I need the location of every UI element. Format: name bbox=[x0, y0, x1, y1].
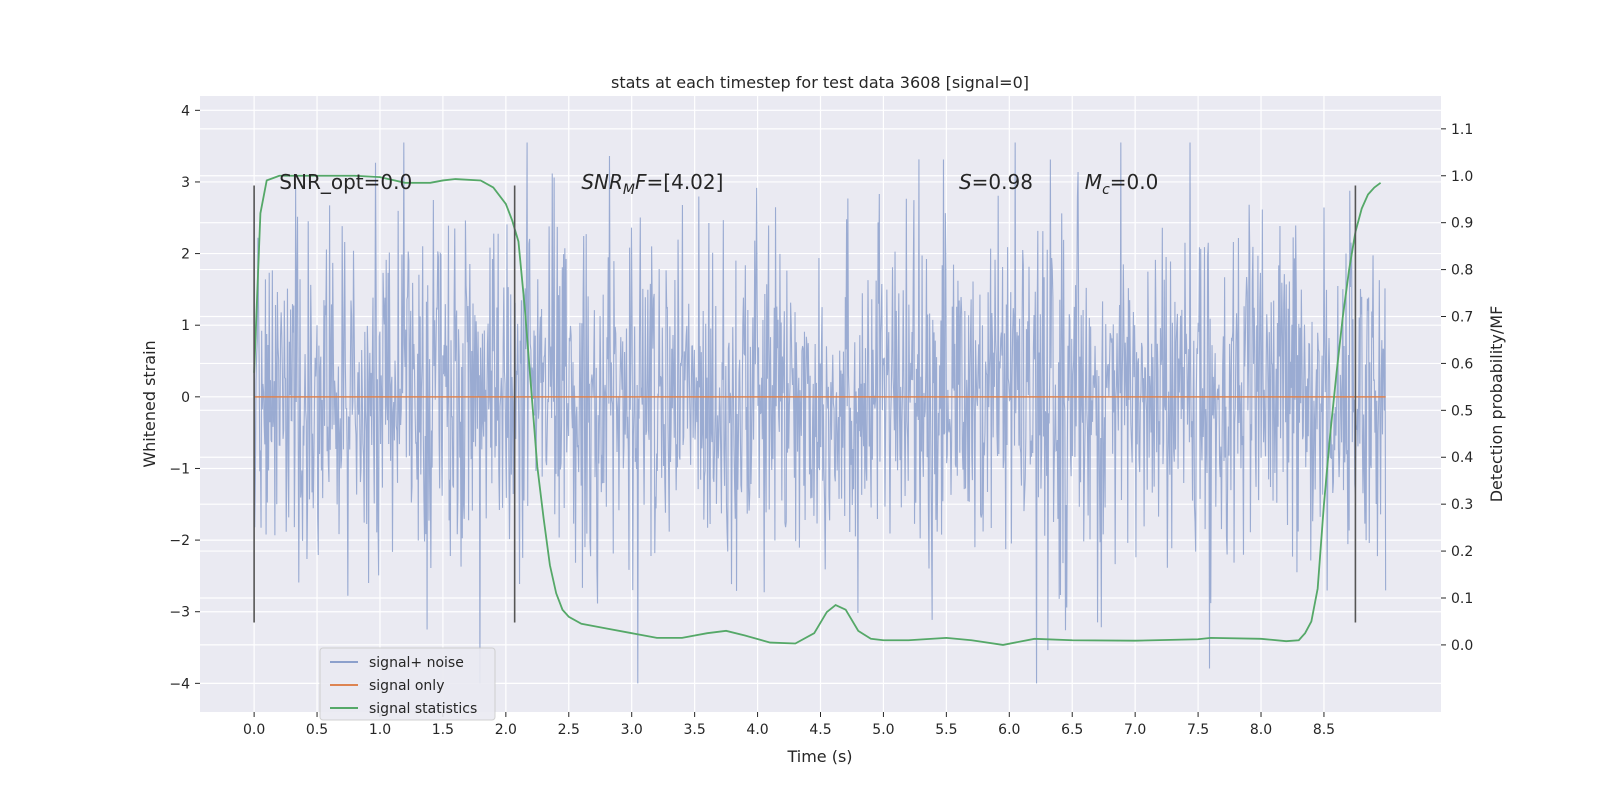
x-axis-label: Time (s) bbox=[786, 747, 852, 766]
legend-label: signal statistics bbox=[369, 701, 477, 717]
x-tick-label: 0.0 bbox=[243, 722, 265, 738]
y-tick-label: −2 bbox=[169, 533, 190, 549]
annotation-2: S=0.98 bbox=[959, 170, 1033, 194]
y-tick-label: 0 bbox=[181, 390, 190, 406]
y-tick-label: 1 bbox=[181, 318, 190, 334]
x-tick-label: 5.5 bbox=[935, 722, 957, 738]
y2-axis-label: Detection probability/MF bbox=[1487, 306, 1506, 503]
axes: 0.0 0.5 1.0 1.5 2.0 2.5 3.0 3.5 4.0 4.5 5.0 5.5 6.0 6… bbox=[169, 103, 1473, 738]
x-tick-label: 0.5 bbox=[306, 722, 328, 738]
x-tick-label: 2.5 bbox=[558, 722, 580, 738]
x-tick-label: 1.5 bbox=[432, 722, 454, 738]
legend-box bbox=[319, 647, 496, 721]
y2-tick-label: 0.3 bbox=[1451, 497, 1473, 513]
x-tick-label: 1.0 bbox=[369, 722, 391, 738]
vertical-markers bbox=[253, 185, 1357, 623]
annotation-3: Mc=0.0 bbox=[1085, 170, 1159, 198]
y2-tick-label: 0.6 bbox=[1451, 356, 1473, 372]
y2-tick-label: 0.9 bbox=[1451, 216, 1473, 232]
legend-label: signal+ noise bbox=[369, 655, 464, 671]
x-tick-label: 3.5 bbox=[684, 722, 706, 738]
y2-tick-label: 0.4 bbox=[1451, 450, 1473, 466]
series-signal-noise bbox=[253, 142, 1387, 684]
y-tick-label: −4 bbox=[169, 676, 190, 692]
x-tick-label: 6.0 bbox=[998, 722, 1020, 738]
legend-item-signal-noise: signal+ noise bbox=[330, 655, 464, 671]
x-tick-label: 3.0 bbox=[621, 722, 643, 738]
y2-tick-label: 0.5 bbox=[1451, 403, 1473, 419]
y2-tick-label: 0.7 bbox=[1451, 310, 1473, 326]
y2-tick-label: 0.8 bbox=[1451, 263, 1473, 279]
x-tick-label: 7.0 bbox=[1124, 722, 1146, 738]
y-tick-label: −1 bbox=[169, 461, 190, 477]
series-layer bbox=[253, 174, 1386, 646]
x-tick-label: 4.5 bbox=[809, 722, 831, 738]
annotation-0: SNR_opt=0.0 bbox=[279, 170, 412, 194]
y-tick-label: −3 bbox=[169, 605, 190, 621]
legend-label: signal only bbox=[369, 678, 444, 694]
y2-tick-label: 0.1 bbox=[1451, 591, 1473, 607]
legend: signal+ noise signal only signal statist… bbox=[319, 647, 496, 721]
y-axis-label: Whitened strain bbox=[140, 340, 159, 467]
legend-item-signal-only: signal only bbox=[330, 678, 444, 694]
series-signal-statistics bbox=[253, 174, 1382, 646]
annotation-1: SNRMF=[4.02] bbox=[581, 170, 723, 198]
y-tick-label: 2 bbox=[181, 247, 190, 263]
y-tick-label: 4 bbox=[181, 103, 190, 119]
x-tick-label: 4.0 bbox=[746, 722, 768, 738]
y2-tick-label: 0.2 bbox=[1451, 544, 1473, 560]
x-tick-label: 8.5 bbox=[1313, 722, 1335, 738]
x-tick-label: 8.0 bbox=[1250, 722, 1272, 738]
x-tick-label: 6.5 bbox=[1061, 722, 1083, 738]
chart-title: stats at each timestep for test data 360… bbox=[611, 73, 1029, 92]
y2-tick-label: 0.0 bbox=[1451, 638, 1473, 654]
x-tick-label: 5.0 bbox=[872, 722, 894, 738]
y2-tick-label: 1.0 bbox=[1451, 169, 1473, 185]
legend-item-signal-statistics: signal statistics bbox=[330, 701, 477, 717]
x-tick-label: 2.0 bbox=[495, 722, 517, 738]
y-tick-label: 3 bbox=[181, 175, 190, 191]
annotations: SNR_opt=0.0 SNRMF=[4.02] S=0.98 Mc=0.0 bbox=[279, 170, 1158, 198]
x-tick-label: 7.5 bbox=[1187, 722, 1209, 738]
noise-series bbox=[253, 142, 1387, 684]
y2-tick-label: 1.1 bbox=[1451, 122, 1473, 138]
